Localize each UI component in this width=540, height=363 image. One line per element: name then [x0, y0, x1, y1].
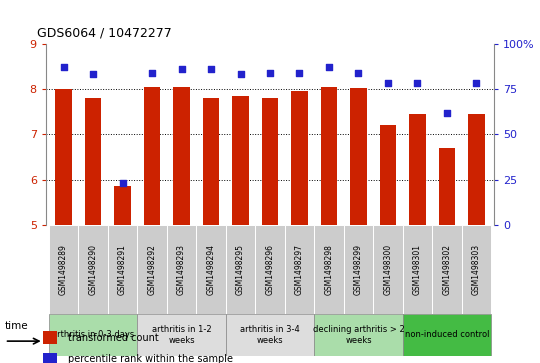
Point [148, 70, 157, 76]
Point [177, 66, 186, 72]
Bar [262, 98, 278, 225]
Text: GSM1498293: GSM1498293 [177, 244, 186, 295]
Text: GSM1498297: GSM1498297 [295, 244, 304, 295]
Text: percentile rank within the sample: percentile rank within the sample [68, 354, 233, 363]
Bar [226, 314, 314, 356]
Bar [78, 225, 108, 314]
Point [443, 110, 451, 115]
Bar [114, 187, 131, 225]
Point [325, 64, 333, 70]
Bar [432, 225, 462, 314]
Text: GSM1498294: GSM1498294 [206, 244, 215, 295]
Text: GDS6064 / 10472277: GDS6064 / 10472277 [37, 26, 172, 40]
Bar [403, 314, 491, 356]
Text: GSM1498303: GSM1498303 [472, 244, 481, 295]
Bar [167, 225, 196, 314]
Point [89, 72, 97, 77]
Bar [468, 114, 484, 225]
Bar [144, 87, 160, 225]
Text: GSM1498302: GSM1498302 [442, 244, 451, 295]
Bar [232, 96, 248, 225]
Bar [409, 114, 426, 225]
Text: non-induced control: non-induced control [404, 330, 489, 339]
Text: GSM1498289: GSM1498289 [59, 244, 68, 295]
Text: transformed count: transformed count [68, 333, 158, 343]
Point [207, 66, 215, 72]
Bar [344, 225, 373, 314]
Bar [403, 225, 432, 314]
Text: GSM1498300: GSM1498300 [383, 244, 393, 295]
Text: arthritis in 0-3 days: arthritis in 0-3 days [52, 330, 134, 339]
Bar [43, 331, 57, 344]
Bar [321, 87, 337, 225]
Point [472, 81, 481, 86]
Bar [56, 89, 72, 225]
Point [354, 70, 363, 76]
Text: time: time [5, 321, 28, 331]
Point [118, 180, 127, 186]
Bar [285, 225, 314, 314]
Bar [173, 87, 190, 225]
Bar [314, 314, 403, 356]
Bar [439, 148, 455, 225]
Text: GSM1498295: GSM1498295 [236, 244, 245, 295]
Text: GSM1498299: GSM1498299 [354, 244, 363, 295]
Text: GSM1498292: GSM1498292 [147, 244, 157, 295]
Bar [137, 314, 226, 356]
Text: GSM1498298: GSM1498298 [325, 244, 334, 295]
Bar [255, 225, 285, 314]
Bar [350, 88, 367, 225]
Bar [203, 98, 219, 225]
Point [413, 81, 422, 86]
Bar [108, 225, 137, 314]
Bar [314, 225, 344, 314]
Point [236, 72, 245, 77]
Bar [49, 314, 137, 356]
Text: declining arthritis > 2
weeks: declining arthritis > 2 weeks [313, 325, 404, 344]
Bar [85, 98, 101, 225]
Bar [292, 91, 308, 225]
Point [59, 64, 68, 70]
Point [295, 70, 304, 76]
Point [266, 70, 274, 76]
Bar [196, 225, 226, 314]
Bar [226, 225, 255, 314]
Bar [43, 353, 57, 363]
Text: GSM1498296: GSM1498296 [266, 244, 274, 295]
Bar [373, 225, 403, 314]
Bar [49, 225, 78, 314]
Text: arthritis in 3-4
weeks: arthritis in 3-4 weeks [240, 325, 300, 344]
Point [383, 81, 392, 86]
Text: GSM1498290: GSM1498290 [89, 244, 98, 295]
Text: arthritis in 1-2
weeks: arthritis in 1-2 weeks [152, 325, 211, 344]
Bar [462, 225, 491, 314]
Bar [137, 225, 167, 314]
Text: GSM1498301: GSM1498301 [413, 244, 422, 295]
Text: GSM1498291: GSM1498291 [118, 244, 127, 295]
Bar [380, 125, 396, 225]
